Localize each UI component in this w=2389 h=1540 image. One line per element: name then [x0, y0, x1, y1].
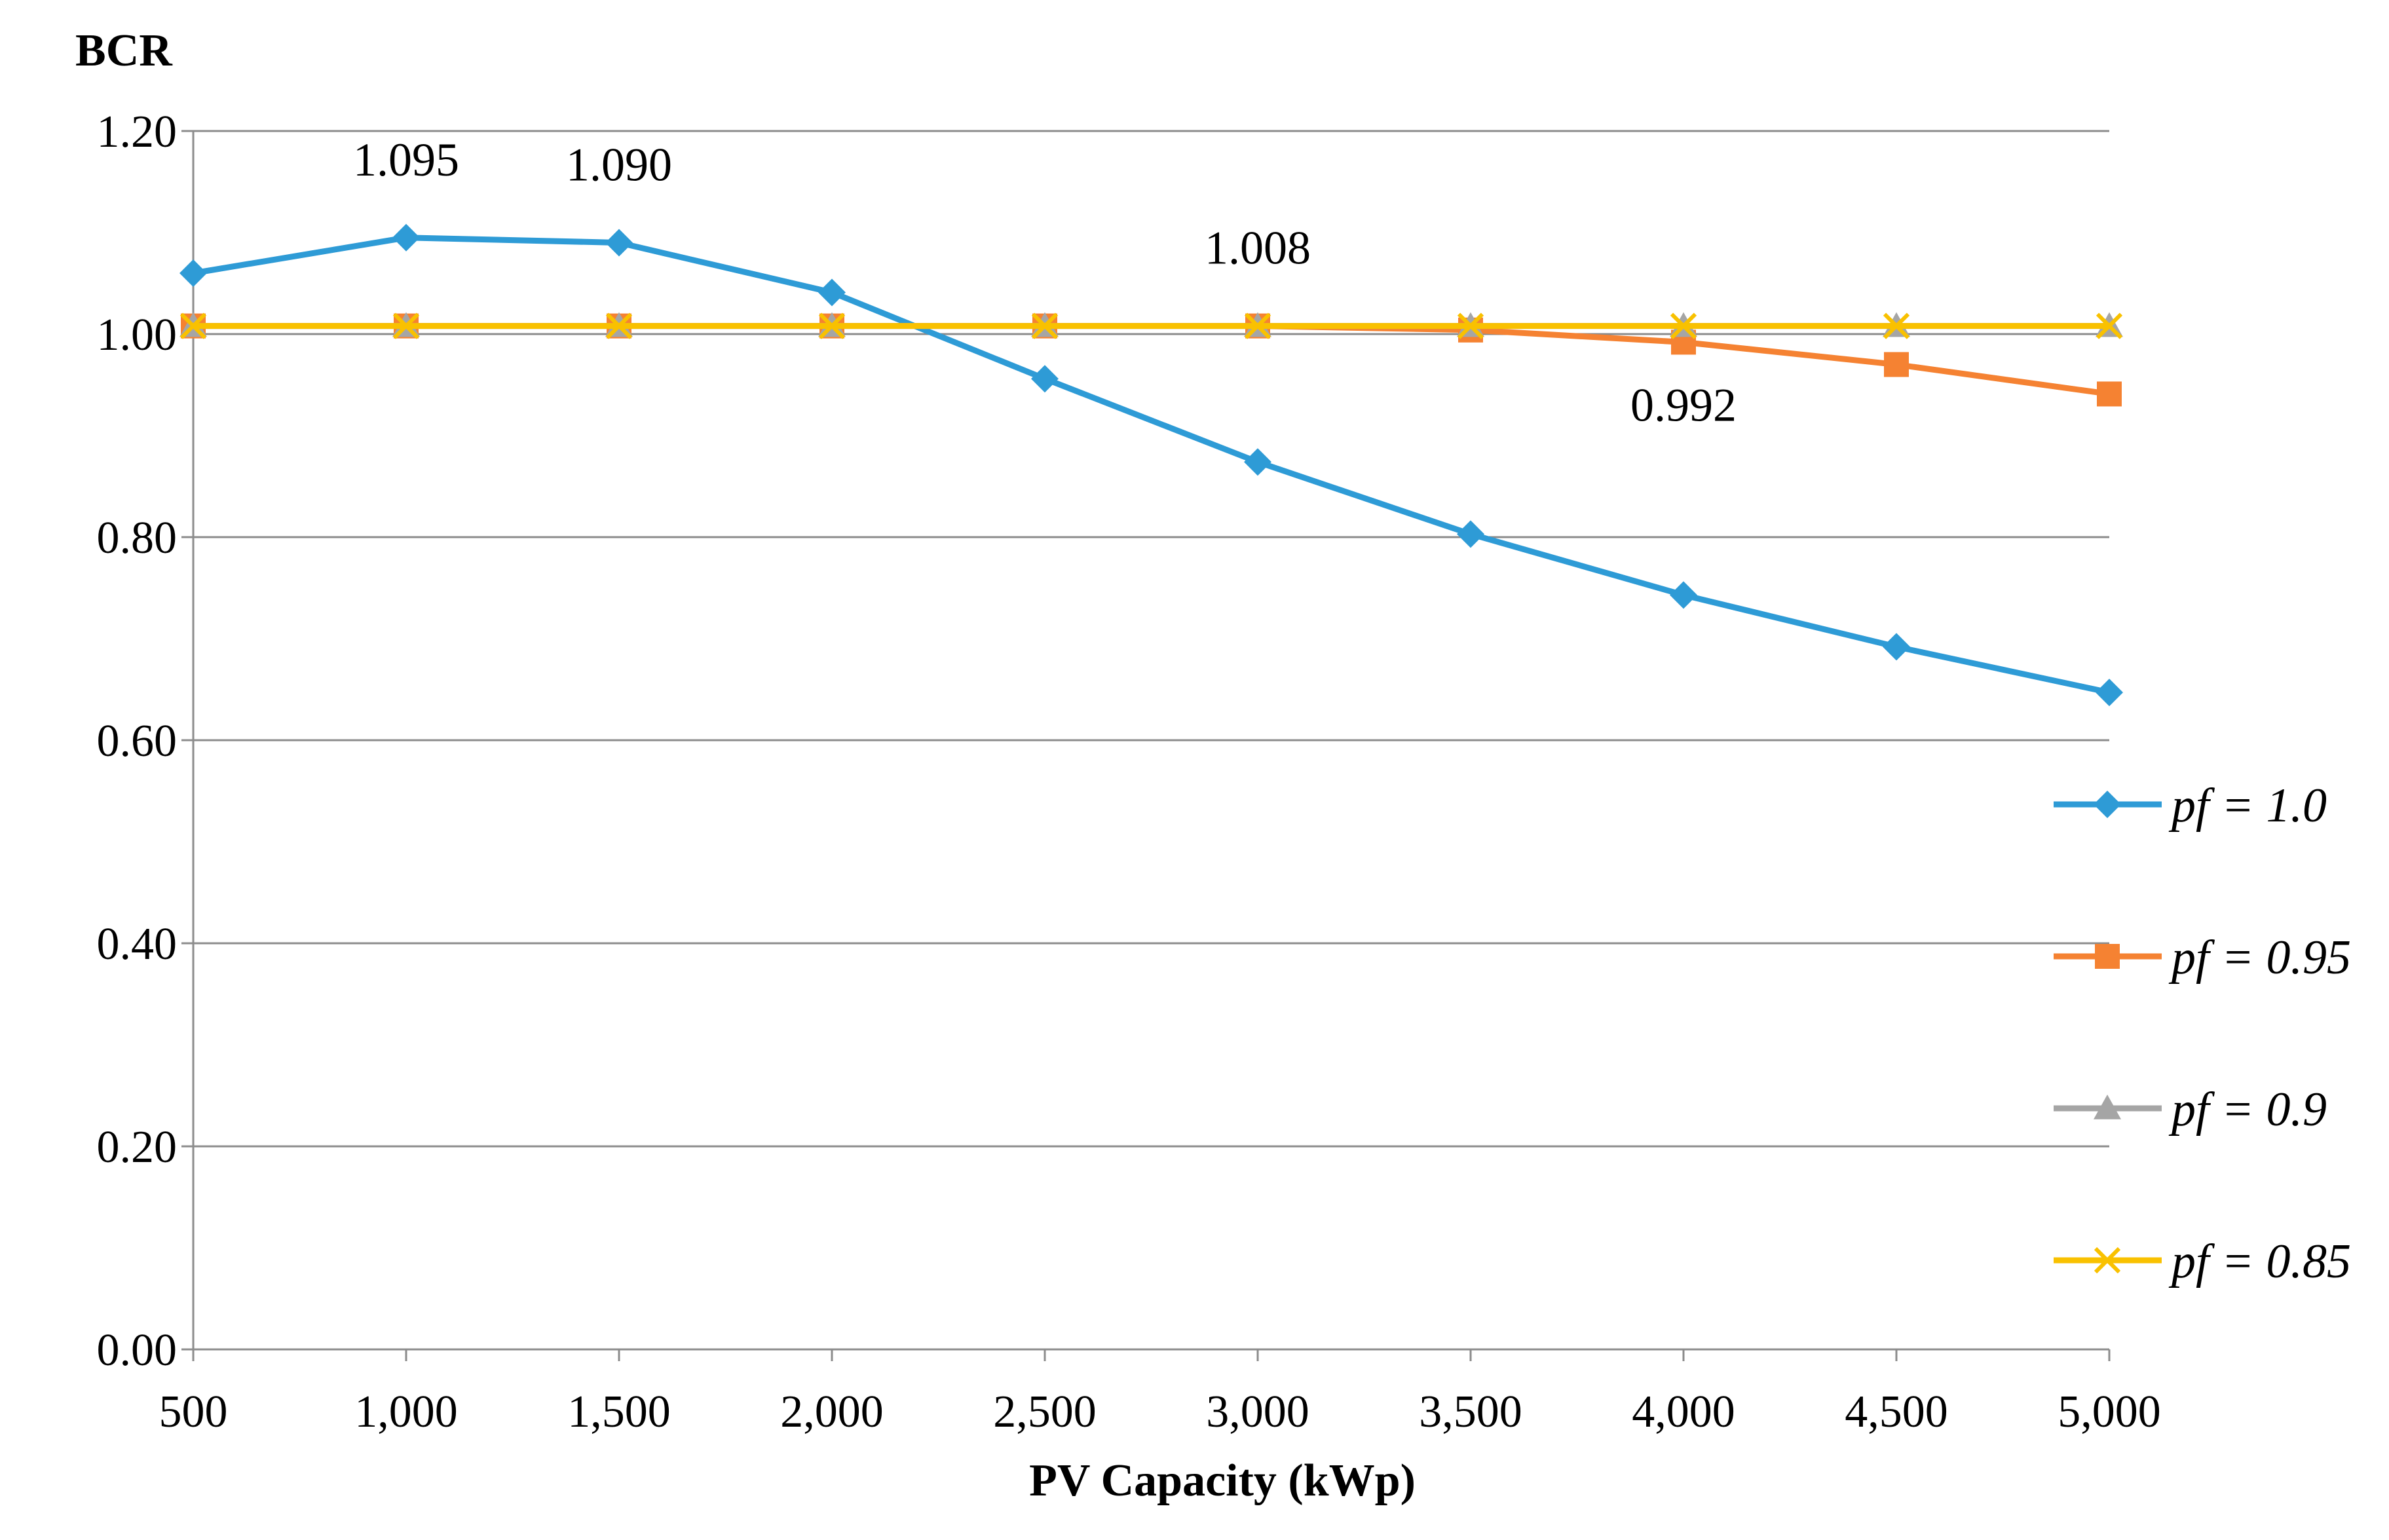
- legend-marker: [2094, 791, 2121, 818]
- gridlines: [193, 130, 2109, 1148]
- legend-entry: pf = 0.85: [2054, 1235, 2351, 1288]
- y-tick-label: 0.40: [97, 919, 178, 969]
- series-line: [193, 235, 2110, 696]
- legend-marker: [2095, 944, 2120, 969]
- x-tick-label: 2,000: [780, 1387, 884, 1437]
- data-point: [179, 259, 207, 287]
- data-point: [2097, 381, 2122, 407]
- data-labels: 1.095 1.090 1.008 0.992: [353, 134, 1737, 432]
- data-point: [1883, 633, 1910, 661]
- data-point: [2096, 679, 2123, 707]
- y-tick-label: 0.00: [97, 1325, 178, 1376]
- legend-marker: [2094, 1095, 2121, 1119]
- x-tick-labels: 500 1,000 1,500 2,000 2,500 3,000 3,500 4,000 4,…: [159, 1387, 2161, 1437]
- x-axis-title: PV Capacity (kWp): [1029, 1455, 1416, 1506]
- data-point: [1031, 312, 1059, 339]
- legend-entry: pf = 1.0: [2054, 779, 2327, 833]
- data-point: [1457, 312, 1484, 339]
- data-point: [605, 229, 633, 257]
- x-tick-label: 4,500: [1845, 1387, 1948, 1437]
- data-point: [2096, 312, 2123, 339]
- axes: [181, 130, 2111, 1361]
- x-tick-label: 1,500: [567, 1387, 671, 1437]
- legend-entry: pf = 0.9: [2054, 1083, 2327, 1136]
- legend-label: pf = 0.85: [2168, 1235, 2351, 1288]
- x-tick-label: 1,000: [354, 1387, 458, 1437]
- legend-label: pf = 0.9: [2168, 1083, 2327, 1136]
- y-tick-label: 0.20: [97, 1122, 178, 1173]
- data-point: [1670, 581, 1697, 609]
- x-tick-label: 500: [159, 1387, 228, 1437]
- y-tick-label: 1.00: [97, 310, 178, 360]
- data-point: [392, 223, 420, 252]
- data-label: 1.095: [353, 134, 459, 186]
- y-axis-title: BCR: [75, 26, 173, 76]
- x-tick-label: 4,000: [1632, 1387, 1735, 1437]
- data-point: [1457, 520, 1484, 548]
- data-point: [1244, 312, 1271, 339]
- data-label: 1.090: [566, 139, 672, 191]
- legend-entry: pf = 0.95: [2054, 931, 2351, 985]
- y-tick-label: 1.20: [97, 107, 178, 157]
- data-point: [1031, 365, 1059, 393]
- series-pf-0-85: [179, 312, 2123, 339]
- legend-marker: [2094, 1247, 2121, 1274]
- data-point: [392, 312, 420, 339]
- y-tick-labels: 0.00 0.20 0.40 0.60 0.80 1.00 1.20: [97, 107, 178, 1376]
- y-tick-label: 0.80: [97, 513, 178, 563]
- data-point: [1670, 312, 1697, 339]
- data-point: [818, 278, 846, 307]
- legend: pf = 1.0 pf = 0.95 pf = 0.9 pf = 0.85: [2054, 779, 2351, 1288]
- data-label: 1.008: [1205, 222, 1311, 274]
- data-point: [818, 312, 846, 339]
- data-label: 0.992: [1630, 379, 1737, 431]
- y-tick-label: 0.60: [97, 716, 178, 766]
- data-point: [1883, 312, 1910, 339]
- x-tick-label: 3,500: [1419, 1387, 1522, 1437]
- series-group: [179, 223, 2123, 707]
- x-tick-label: 3,000: [1206, 1387, 1309, 1437]
- series-pf-1-0: [179, 223, 2123, 707]
- data-point: [1884, 352, 1909, 377]
- data-point: [179, 312, 207, 339]
- series-line: [193, 323, 2110, 397]
- x-tick-label: 2,500: [993, 1387, 1097, 1437]
- legend-label: pf = 1.0: [2168, 779, 2327, 833]
- data-point: [605, 312, 633, 339]
- x-tick-label: 5,000: [2058, 1387, 2161, 1437]
- data-point: [1244, 448, 1271, 476]
- legend-label: pf = 0.95: [2168, 931, 2351, 985]
